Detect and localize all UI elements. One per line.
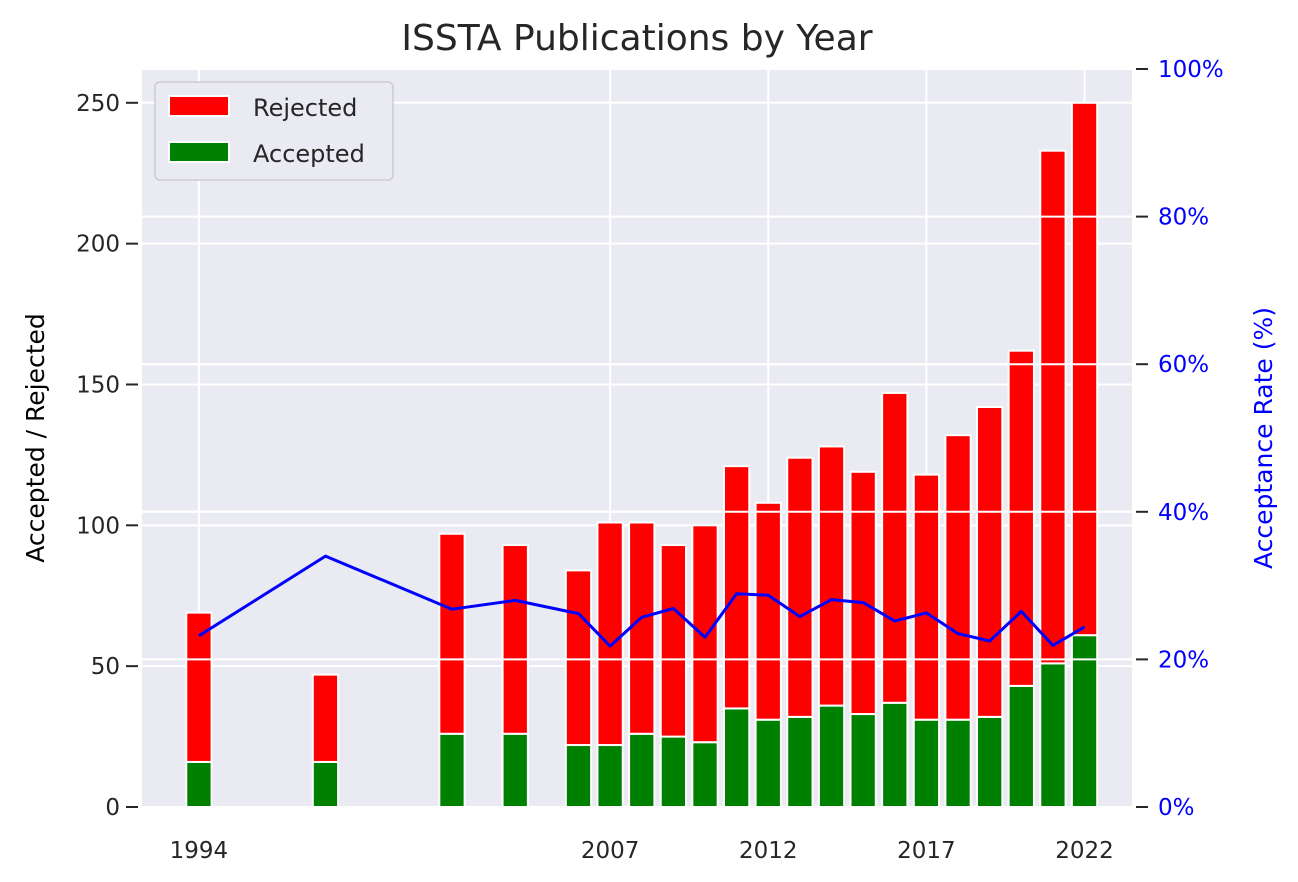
bar-accepted-2006 [564, 744, 593, 808]
y-tick-label-4: 200 [76, 232, 120, 258]
bar-rejected-2016 [881, 391, 909, 704]
y-axis-title: Accepted / Rejected [21, 313, 50, 563]
bar-rejected-2014 [817, 445, 846, 707]
bar-accepted-2007 [596, 744, 624, 808]
bar-rejected-2018 [944, 434, 972, 721]
y-right-tick-label-3: 60% [1158, 352, 1209, 378]
ticks: 0 50 100 150 200 250 0% 20% 40% 60% 80% 100% 1994 200… [76, 57, 1224, 864]
bar-rejected-2017 [912, 473, 941, 721]
bar-accepted-2002 [438, 732, 466, 809]
y-tick-label-0: 0 [105, 795, 120, 821]
chart-title: ISSTA Publications by Year [401, 18, 872, 59]
bar-accepted-2019 [976, 715, 1004, 809]
y-tick-label-2: 100 [76, 513, 120, 539]
legend-swatch-rejected [168, 95, 230, 117]
y-right-tick-label-4: 80% [1158, 205, 1209, 231]
bar-accepted-2011 [722, 707, 751, 809]
bar-accepted-2013 [786, 715, 814, 809]
bar-accepted-2008 [628, 732, 656, 809]
y-tick-label-3: 150 [76, 372, 120, 398]
bar-rejected-2019 [976, 406, 1004, 718]
bar-accepted-2017 [912, 718, 941, 808]
bar-accepted-2012 [754, 718, 782, 808]
legend-label-accepted: Accepted [253, 140, 365, 168]
bar-rejected-2010 [691, 524, 719, 744]
x-tick-label-2: 2012 [739, 838, 798, 864]
bar-accepted-2015 [849, 713, 877, 808]
bar-rejected-2020 [1007, 349, 1035, 687]
bar-accepted-2022 [1070, 634, 1099, 809]
bar-accepted-2020 [1007, 684, 1035, 809]
bar-accepted-1998 [311, 760, 340, 808]
bar-rejected-2022 [1070, 101, 1099, 637]
rate-line-group [142, 68, 1132, 808]
y-axis-right-title: Acceptance Rate (%) [1249, 307, 1278, 569]
bar-accepted-2010 [691, 741, 719, 809]
y-right-tick-label-2: 40% [1158, 500, 1209, 526]
bar-rejected-2015 [849, 470, 877, 716]
acceptance-rate-line [198, 554, 1086, 648]
bar-rejected-2011 [722, 465, 751, 710]
x-tick-label-1: 2007 [581, 838, 640, 864]
bar-rejected-1998 [311, 673, 340, 763]
bar-rejected-2002 [438, 532, 466, 735]
legend: Rejected Accepted [154, 81, 394, 181]
bar-rejected-1994 [185, 611, 213, 763]
bar-accepted-1994 [185, 760, 213, 808]
bar-rejected-2006 [564, 569, 593, 747]
bar-accepted-2016 [881, 701, 909, 808]
bar-rejected-2021 [1039, 149, 1067, 665]
x-tick-label-3: 2017 [897, 838, 956, 864]
bar-accepted-2014 [817, 704, 846, 808]
bars [185, 101, 1099, 809]
legend-label-rejected: Rejected [253, 94, 357, 122]
bar-rejected-2012 [754, 501, 782, 721]
bar-accepted-2018 [944, 718, 972, 808]
bar-accepted-2004 [501, 732, 529, 809]
bar-accepted-2009 [659, 735, 688, 808]
bar-rejected-2008 [628, 521, 656, 735]
bar-rejected-2007 [596, 521, 624, 747]
bar-rejected-2013 [786, 456, 814, 718]
y-tick-label-5: 250 [76, 91, 120, 117]
x-tick-label-0: 1994 [170, 838, 229, 864]
bar-rejected-2004 [501, 544, 529, 735]
y-tick-label-1: 50 [91, 654, 120, 680]
y-right-tick-label-0: 0% [1158, 795, 1195, 821]
x-tick-label-4: 2022 [1055, 838, 1114, 864]
y-right-tick-label-1: 20% [1158, 647, 1209, 673]
bar-accepted-2021 [1039, 662, 1067, 808]
y-right-tick-label-5: 100% [1158, 57, 1224, 83]
legend-swatch-accepted [168, 141, 230, 163]
bar-rejected-2009 [659, 544, 688, 738]
